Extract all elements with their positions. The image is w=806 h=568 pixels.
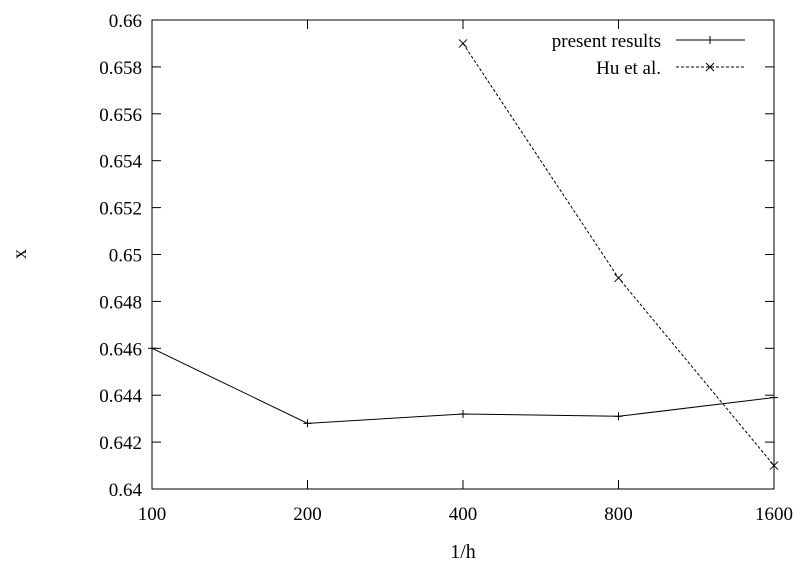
y-tick-label: 0.65 bbox=[109, 246, 142, 267]
x-tick-label: 800 bbox=[604, 504, 633, 525]
plus-marker bbox=[770, 393, 778, 402]
y-axis: 0.64 0.642 0.644 0.646 0.648 0.65 0.652 0.654 0.… bbox=[99, 11, 774, 501]
y-tick-label: 0.658 bbox=[99, 58, 142, 79]
series-1 bbox=[148, 344, 778, 428]
legend-label: Hu et al. bbox=[596, 58, 661, 79]
x-tick-label: 200 bbox=[293, 504, 322, 525]
series-2 bbox=[458, 39, 779, 470]
y-tick-label: 0.654 bbox=[99, 152, 142, 173]
y-tick-label: 0.642 bbox=[99, 433, 142, 454]
y-tick-label: 0.66 bbox=[109, 11, 142, 32]
plus-marker bbox=[459, 409, 467, 418]
plus-marker bbox=[706, 36, 714, 44]
x-axis: 100 200 400 800 1600 bbox=[138, 20, 793, 525]
y-tick-label: 0.648 bbox=[99, 292, 142, 313]
x-axis-title: 1/h bbox=[450, 541, 476, 563]
plot-frame bbox=[151, 19, 775, 490]
legend-label: present results bbox=[552, 31, 661, 52]
plus-marker bbox=[614, 412, 623, 421]
plus-marker bbox=[148, 344, 156, 353]
x-tick-label: 100 bbox=[138, 504, 167, 525]
x-tick-label: 400 bbox=[449, 504, 478, 525]
plot-area bbox=[148, 39, 779, 470]
series-line bbox=[462, 43, 775, 466]
legend: present results Hu et al. bbox=[552, 31, 745, 79]
y-axis-title: x bbox=[9, 249, 31, 259]
x-tick-label: 1600 bbox=[755, 504, 793, 525]
cross-marker bbox=[769, 461, 779, 470]
cross-marker bbox=[614, 273, 623, 283]
y-tick-label: 0.652 bbox=[99, 199, 142, 220]
y-tick-label: 0.646 bbox=[99, 339, 142, 360]
y-tick-label: 0.656 bbox=[99, 105, 142, 126]
y-tick-label: 0.644 bbox=[99, 386, 142, 407]
plus-marker bbox=[303, 419, 312, 428]
cross-marker bbox=[458, 39, 468, 48]
cross-marker bbox=[705, 62, 715, 72]
y-tick-label: 0.64 bbox=[109, 480, 143, 501]
